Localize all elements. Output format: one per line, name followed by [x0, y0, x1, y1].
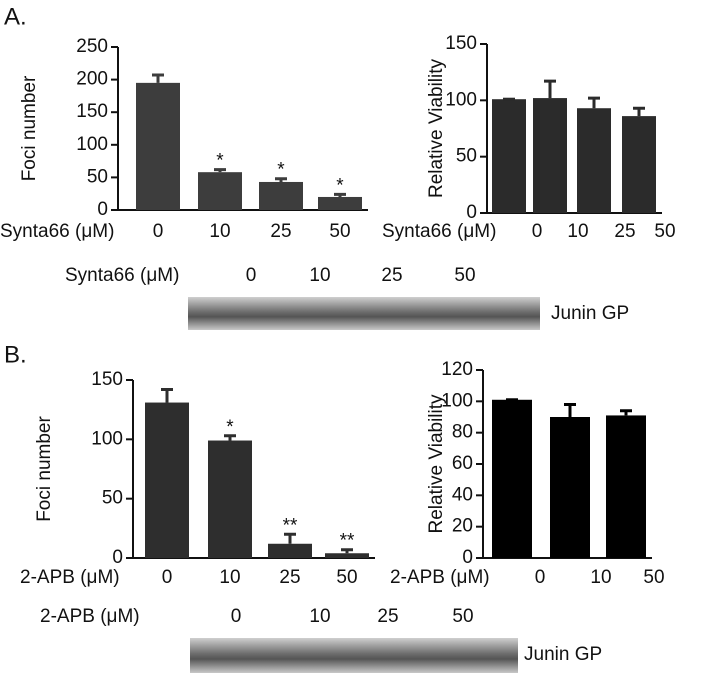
x-tick-label: 0 [532, 221, 543, 242]
bar [259, 181, 303, 210]
y-tick-label: 100 [441, 390, 473, 411]
y-axis-label: Relative Viability [426, 58, 447, 198]
significance-label: * [226, 417, 234, 438]
x-tick-label: 25 [279, 567, 300, 588]
x-tick-label: 0 [535, 567, 546, 588]
y-tick-label: 150 [445, 33, 477, 54]
y-tick-label: 100 [76, 134, 108, 155]
error-bar [224, 434, 236, 441]
x-tick-label: 0 [162, 567, 173, 588]
blot-treatment-label: Synta66 (μM) [65, 265, 179, 286]
error-bar [564, 402, 576, 417]
bar [492, 99, 526, 213]
x-tick-label: 25 [270, 221, 291, 242]
blot-treatment-label: 2-APB (μM) [40, 606, 140, 627]
y-tick-label: 50 [87, 166, 108, 187]
y-axis-label: Relative Viability [426, 394, 447, 534]
panel-label: B. [4, 341, 27, 368]
x-tick-label: 10 [219, 567, 240, 588]
y-tick-label: 0 [466, 202, 477, 223]
blot-image [190, 638, 518, 673]
blot-lane-label: 50 [452, 606, 473, 627]
error-bar [284, 532, 296, 544]
bar [606, 415, 646, 558]
error-bar [341, 548, 353, 554]
bar [198, 172, 242, 210]
y-tick-label: 40 [452, 484, 473, 505]
error-bar [152, 73, 164, 83]
error-bar [588, 96, 600, 109]
y-tick-label: 50 [102, 488, 123, 509]
bar [622, 116, 656, 213]
x-axis-label: Synta66 (μM) [382, 221, 496, 242]
bar [208, 440, 252, 558]
y-tick-label: 100 [91, 428, 123, 449]
significance-label: * [216, 151, 224, 172]
x-axis-label: 2-APB (μM) [20, 567, 120, 588]
blot-lane-label: 25 [381, 265, 402, 286]
y-tick-label: 100 [445, 89, 477, 110]
y-axis-label: Foci number [34, 416, 55, 522]
bar [268, 543, 312, 558]
panel-label: A. [4, 3, 27, 30]
x-tick-label: 50 [329, 221, 350, 242]
bar [550, 417, 590, 558]
y-tick-label: 250 [76, 36, 108, 57]
x-tick-label: 25 [614, 221, 635, 242]
blot-lane-label: 0 [231, 606, 242, 627]
y-tick-label: 0 [97, 199, 108, 220]
y-tick-label: 50 [456, 146, 477, 167]
bar [136, 82, 180, 210]
x-tick-label: 10 [567, 221, 588, 242]
y-tick-label: 0 [462, 547, 473, 568]
bar [577, 108, 611, 213]
significance-label: * [336, 175, 344, 196]
blot-band-label: Junin GP [524, 644, 602, 665]
error-bar [161, 387, 173, 403]
bar [145, 402, 189, 558]
blot-lane-label: 10 [309, 606, 330, 627]
y-tick-label: 150 [91, 369, 123, 390]
x-axis-label: Synta66 (μM) [0, 221, 114, 242]
x-tick-label: 50 [336, 567, 357, 588]
y-tick-label: 0 [112, 547, 123, 568]
x-tick-label: 50 [654, 221, 675, 242]
error-bar [633, 106, 645, 117]
blot-lane-label: 25 [377, 606, 398, 627]
blot-image [188, 297, 540, 330]
x-tick-label: 50 [643, 567, 664, 588]
x-tick-label: 10 [590, 567, 611, 588]
significance-label: ** [340, 531, 355, 552]
y-axis-label: Foci number [19, 75, 40, 181]
bar [318, 196, 362, 210]
x-tick-label: 0 [153, 221, 164, 242]
blot-lane-label: 0 [246, 265, 257, 286]
blot-lane-label: 10 [309, 265, 330, 286]
blot-lane-label: 50 [454, 265, 475, 286]
x-axis-label: 2-APB (μM) [390, 567, 490, 588]
error-bar [334, 192, 346, 197]
error-bar [275, 177, 287, 182]
y-tick-label: 200 [76, 69, 108, 90]
y-tick-label: 80 [452, 422, 473, 443]
y-tick-label: 120 [441, 359, 473, 380]
significance-label: ** [283, 515, 298, 536]
bar [325, 553, 369, 558]
y-tick-label: 20 [452, 516, 473, 537]
error-bar [620, 409, 632, 416]
bar [492, 399, 532, 558]
blot-band-label: Junin GP [551, 303, 629, 324]
error-bar [544, 79, 556, 99]
y-tick-label: 60 [452, 453, 473, 474]
error-bar [214, 168, 226, 173]
bar [533, 98, 567, 213]
y-tick-label: 150 [76, 101, 108, 122]
significance-label: * [277, 160, 285, 181]
x-tick-label: 10 [209, 221, 230, 242]
